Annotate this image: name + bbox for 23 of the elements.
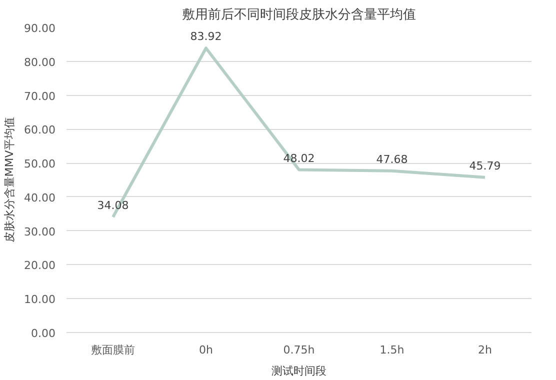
data-label: 83.92 bbox=[190, 30, 222, 44]
x-tick-label: 0.75h bbox=[283, 344, 315, 356]
y-tick-label: 70.00 bbox=[24, 90, 56, 103]
x-tick-label: 2h bbox=[478, 344, 492, 356]
chart-title: 敷用前后不同时间段皮肤水分含量平均值 bbox=[182, 8, 416, 22]
y-tick-label: 50.00 bbox=[24, 158, 56, 171]
y-tick-label: 40.00 bbox=[24, 191, 56, 204]
y-tick-label: 60.00 bbox=[24, 124, 56, 137]
y-tick-label: 20.00 bbox=[24, 259, 56, 272]
y-tick-label: 80.00 bbox=[24, 56, 56, 69]
y-tick-label: 10.00 bbox=[24, 293, 56, 306]
data-label: 45.79 bbox=[469, 159, 501, 172]
y-tick-label: 90.00 bbox=[24, 22, 56, 35]
data-label: 47.68 bbox=[376, 152, 408, 166]
y-tick-label: 30.00 bbox=[24, 225, 56, 238]
x-axis-title: 测试时间段 bbox=[272, 364, 326, 378]
data-label: 34.08 bbox=[97, 199, 129, 212]
x-tick-label: 敷面膜前 bbox=[91, 344, 135, 356]
data-label: 48.02 bbox=[283, 152, 315, 165]
y-tick-label: 0.00 bbox=[31, 327, 56, 340]
y-axis-title: 皮肤水分含量MMV平均值 bbox=[3, 117, 16, 243]
x-tick-label: 1.5h bbox=[380, 344, 404, 356]
x-tick-label: 0h bbox=[199, 344, 214, 356]
